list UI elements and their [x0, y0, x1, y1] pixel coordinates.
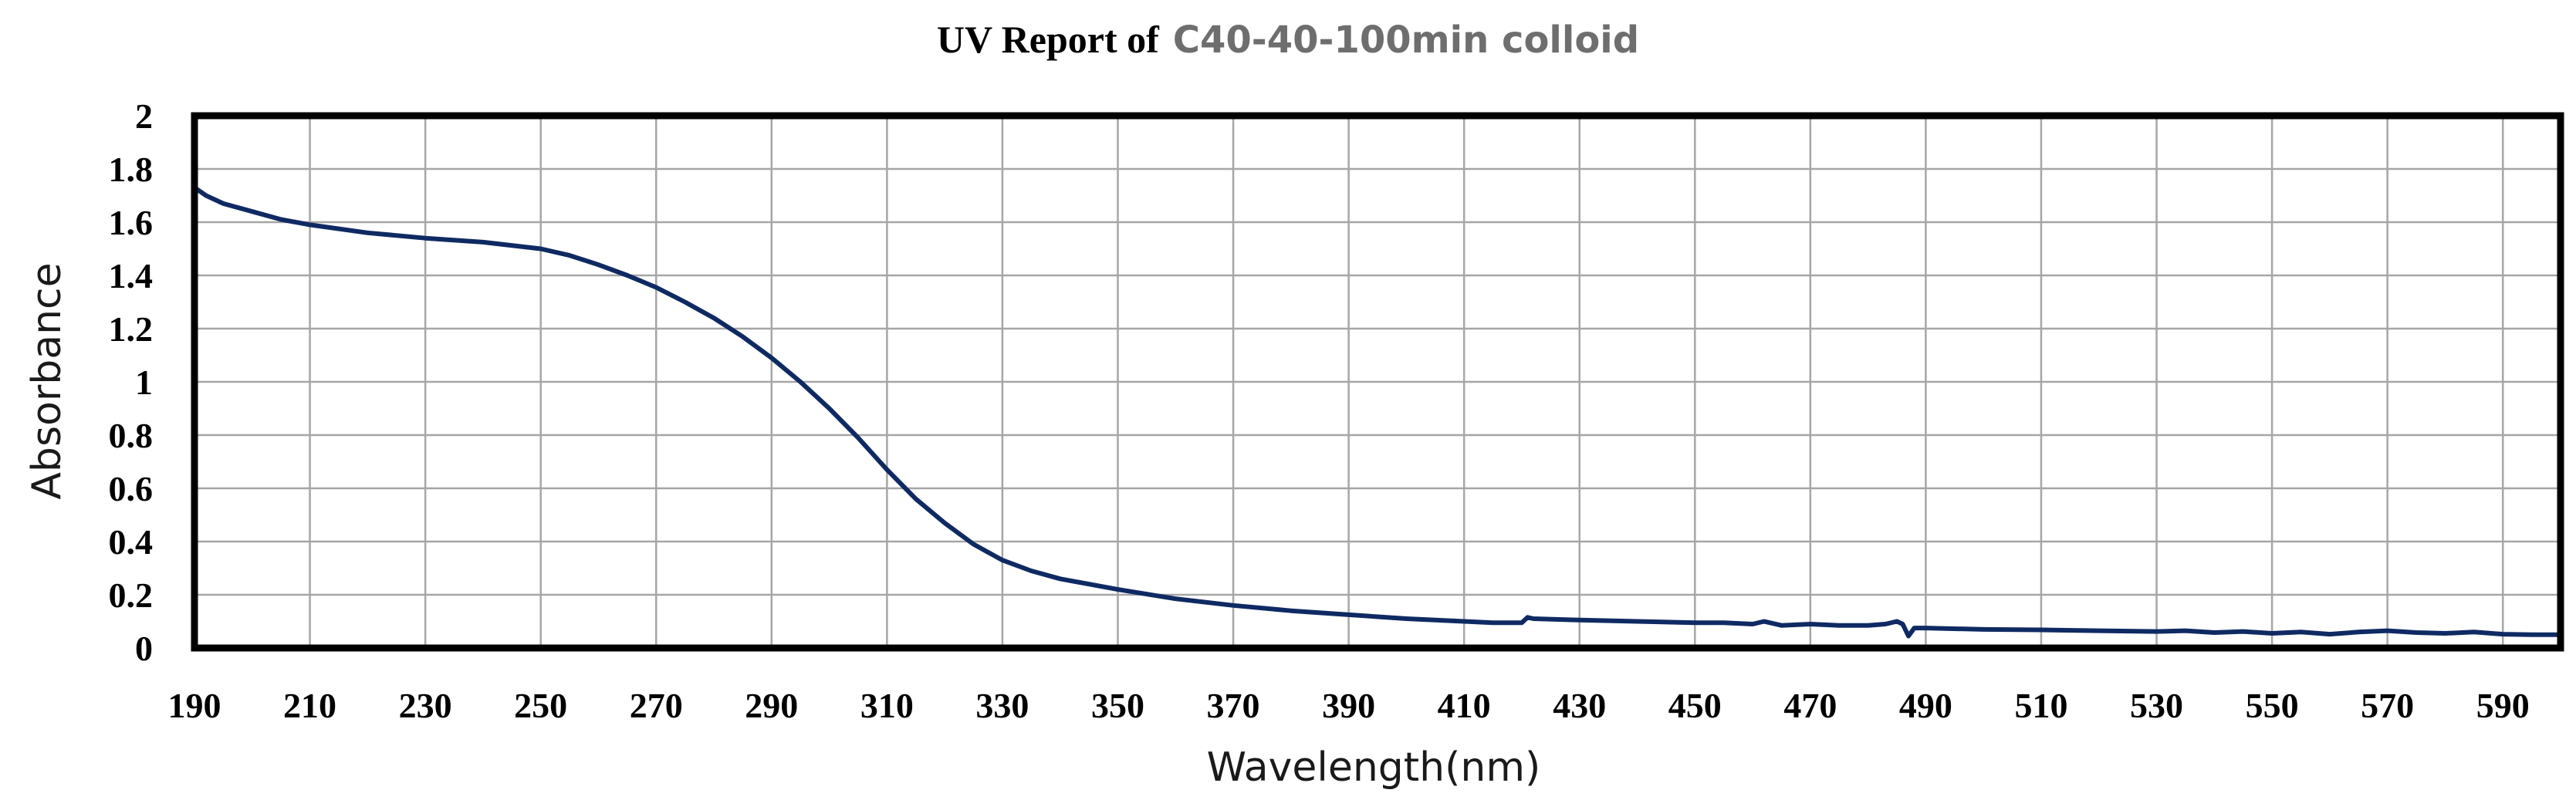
series-layer [192, 185, 2563, 639]
chart-title: UV Report of C40-40-100min colloid [937, 18, 1639, 62]
chart-title-sample: C40-40-100min colloid [1173, 19, 1639, 62]
x-tick-label: 410 [1438, 686, 1491, 725]
chart-title-main: UV Report of [937, 18, 1160, 61]
y-axis-label: Absorbance [24, 262, 70, 499]
x-tick-label: 550 [2246, 686, 2299, 725]
y-tick-label: 0.2 [109, 575, 154, 615]
x-tick-label: 210 [283, 686, 336, 725]
x-tick-label: 370 [1207, 686, 1260, 725]
gridlines [193, 114, 2561, 650]
y-tick-label: 1.8 [109, 150, 154, 189]
x-axis-label: Wavelength(nm) [1207, 744, 1541, 791]
y-axis-ticks: 0 0.2 0.4 0.6 0.8 1 1.2 1.4 1.6 1.8 2 [109, 96, 154, 668]
y-tick-label: 0 [135, 629, 153, 668]
x-tick-label: 570 [2361, 686, 2414, 725]
y-tick-label: 1.6 [109, 203, 154, 242]
x-tick-label: 350 [1091, 686, 1144, 725]
plot-frame [191, 112, 2564, 652]
x-tick-label: 590 [2476, 686, 2530, 725]
y-tick-label: 1.2 [109, 309, 154, 349]
x-axis-ticks: 190 210 230 250 270 290 310 330 350 370 390 410 430 4… [168, 686, 2530, 725]
x-tick-label: 430 [1553, 686, 1606, 725]
x-tick-label: 270 [630, 686, 683, 725]
x-tick-label: 250 [514, 686, 567, 725]
y-tick-label: 0.6 [109, 469, 154, 508]
x-tick-label: 310 [860, 686, 914, 725]
y-tick-label: 0.8 [109, 416, 154, 455]
x-tick-label: 390 [1322, 686, 1375, 725]
x-tick-label: 510 [2014, 686, 2067, 725]
x-tick-label: 330 [975, 686, 1029, 725]
y-tick-label: 2 [135, 96, 153, 136]
x-tick-label: 230 [399, 686, 452, 725]
x-tick-label: 530 [2130, 686, 2183, 725]
y-tick-label: 0.4 [109, 522, 154, 562]
x-tick-label: 450 [1668, 686, 1722, 725]
x-tick-label: 490 [1899, 686, 1952, 725]
x-tick-label: 190 [168, 686, 221, 725]
x-tick-label: 290 [745, 686, 798, 725]
series-line [192, 185, 2563, 639]
y-tick-label: 1 [135, 363, 153, 402]
x-tick-label: 470 [1783, 686, 1837, 725]
y-tick-label: 1.4 [109, 256, 154, 295]
